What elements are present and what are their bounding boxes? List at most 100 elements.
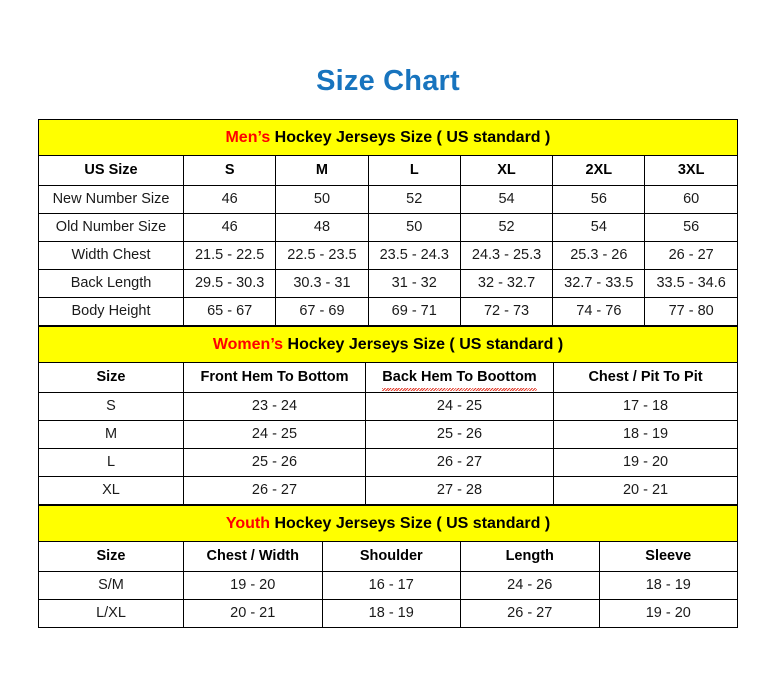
table-cell: 33.5 - 34.6 — [644, 269, 738, 298]
womens-col-header: Back Hem To Boottom — [365, 362, 554, 393]
table-cell: 54 — [552, 213, 646, 242]
table-cell: 24 - 25 — [365, 392, 554, 421]
row-label: L — [38, 448, 184, 477]
table-row: Back Length 29.5 - 30.3 30.3 - 31 31 - 3… — [38, 269, 738, 298]
mens-col-header: S — [182, 155, 277, 186]
table-cell: 77 - 80 — [644, 297, 738, 326]
table-cell: 19 - 20 — [598, 599, 739, 628]
table-cell: 26 - 27 — [644, 241, 738, 270]
table-cell: 24.3 - 25.3 — [459, 241, 554, 270]
table-cell: 24 - 26 — [460, 571, 600, 600]
table-cell: 26 - 27 — [460, 599, 600, 628]
table-cell: 32 - 32.7 — [459, 269, 554, 298]
youth-size-table: Youth Hockey Jerseys Size ( US standard … — [37, 505, 739, 628]
table-row: L 25 - 26 26 - 27 19 - 20 — [38, 448, 739, 477]
mens-banner-rest: Hockey Jerseys Size ( US standard ) — [270, 129, 551, 146]
mens-banner-accent: Men’s — [225, 129, 271, 146]
table-cell: 60 — [644, 185, 738, 214]
table-cell: 25.3 - 26 — [552, 241, 646, 270]
mens-size-table: Men’s Hockey Jerseys Size ( US standard … — [38, 119, 738, 326]
table-row: Body Height 65 - 67 67 - 69 69 - 71 72 -… — [38, 297, 738, 326]
mens-col-header: 3XL — [644, 155, 738, 186]
row-label: XL — [38, 476, 184, 505]
table-cell: 48 — [275, 213, 369, 242]
youth-col-header: Shoulder — [321, 541, 461, 572]
mens-col-header: US Size — [38, 155, 184, 186]
youth-col-header: Size — [38, 541, 184, 572]
table-cell: 18 - 19 — [321, 599, 461, 628]
youth-column-header-row: Size Chest / Width Shoulder Length Sleev… — [38, 541, 739, 572]
table-cell: 72 - 73 — [459, 297, 554, 326]
row-label: New Number Size — [38, 185, 184, 214]
youth-col-header: Sleeve — [598, 541, 739, 572]
mens-col-header: 2XL — [552, 155, 646, 186]
youth-section-banner: Youth Hockey Jerseys Size ( US standard … — [37, 505, 739, 542]
youth-col-header: Chest / Width — [183, 541, 323, 572]
table-cell: 54 — [459, 185, 554, 214]
mens-column-header-row: US Size S M L XL 2XL 3XL — [38, 155, 738, 186]
table-cell: 22.5 - 23.5 — [275, 241, 369, 270]
table-cell: 29.5 - 30.3 — [182, 269, 277, 298]
table-cell: 50 — [367, 213, 461, 242]
mens-section-banner: Men’s Hockey Jerseys Size ( US standard … — [38, 119, 738, 156]
table-cell: 25 - 26 — [365, 420, 554, 449]
table-row: Old Number Size 46 48 50 52 54 56 — [38, 213, 738, 242]
table-cell: 21.5 - 22.5 — [182, 241, 277, 270]
table-cell: 25 - 26 — [183, 448, 366, 477]
row-label: M — [38, 420, 184, 449]
row-label: Body Height — [38, 297, 184, 326]
mens-col-header: M — [275, 155, 369, 186]
table-cell: 26 - 27 — [183, 476, 366, 505]
table-cell: 74 - 76 — [552, 297, 646, 326]
womens-col-header: Front Hem To Bottom — [183, 362, 366, 393]
womens-section-banner: Women’s Hockey Jerseys Size ( US standar… — [37, 326, 739, 363]
womens-banner-accent: Women’s — [212, 336, 284, 353]
table-cell: 46 — [182, 185, 277, 214]
table-row: Width Chest 21.5 - 22.5 22.5 - 23.5 23.5… — [38, 241, 738, 270]
page-title: Size Chart — [316, 65, 460, 97]
table-cell: 56 — [552, 185, 646, 214]
womens-column-header-row: Size Front Hem To Bottom Back Hem To Boo… — [38, 362, 739, 393]
row-label: Old Number Size — [38, 213, 184, 242]
womens-col-header: Chest / Pit To Pit — [552, 362, 739, 393]
table-cell: 52 — [459, 213, 554, 242]
mens-col-header: XL — [459, 155, 554, 186]
table-cell: 32.7 - 33.5 — [552, 269, 646, 298]
table-cell: 23 - 24 — [183, 392, 366, 421]
womens-col-header: Size — [38, 362, 184, 393]
misspelled-header-text: Back Hem To Boottom — [382, 364, 538, 392]
table-cell: 19 - 20 — [183, 571, 323, 600]
table-cell: 65 - 67 — [182, 297, 277, 326]
table-cell: 26 - 27 — [365, 448, 554, 477]
table-cell: 19 - 20 — [552, 448, 739, 477]
table-cell: 18 - 19 — [552, 420, 739, 449]
table-row: New Number Size 46 50 52 54 56 60 — [38, 185, 738, 214]
youth-banner-accent: Youth — [225, 515, 271, 532]
row-label: S — [38, 392, 184, 421]
table-cell: 18 - 19 — [598, 571, 739, 600]
womens-size-table: Women’s Hockey Jerseys Size ( US standar… — [37, 326, 739, 505]
table-cell: 67 - 69 — [275, 297, 369, 326]
table-cell: 17 - 18 — [552, 392, 739, 421]
youth-banner-cell: Youth Hockey Jerseys Size ( US standard … — [37, 505, 739, 542]
table-cell: 56 — [644, 213, 738, 242]
youth-col-header: Length — [460, 541, 600, 572]
table-row: M 24 - 25 25 - 26 18 - 19 — [38, 420, 739, 449]
table-cell: 69 - 71 — [367, 297, 461, 326]
mens-banner-cell: Men’s Hockey Jerseys Size ( US standard … — [38, 119, 738, 156]
mens-col-header: L — [367, 155, 461, 186]
table-row: XL 26 - 27 27 - 28 20 - 21 — [38, 476, 739, 505]
womens-banner-cell: Women’s Hockey Jerseys Size ( US standar… — [37, 326, 739, 363]
row-label: Back Length — [38, 269, 184, 298]
row-label: L/XL — [38, 599, 184, 628]
table-cell: 31 - 32 — [367, 269, 461, 298]
table-cell: 50 — [275, 185, 369, 214]
table-cell: 46 — [182, 213, 277, 242]
youth-banner-rest: Hockey Jerseys Size ( US standard ) — [270, 515, 551, 532]
table-cell: 20 - 21 — [183, 599, 323, 628]
table-cell: 27 - 28 — [365, 476, 554, 505]
table-cell: 16 - 17 — [321, 571, 461, 600]
womens-banner-rest: Hockey Jerseys Size ( US standard ) — [283, 336, 564, 353]
row-label: Width Chest — [38, 241, 184, 270]
